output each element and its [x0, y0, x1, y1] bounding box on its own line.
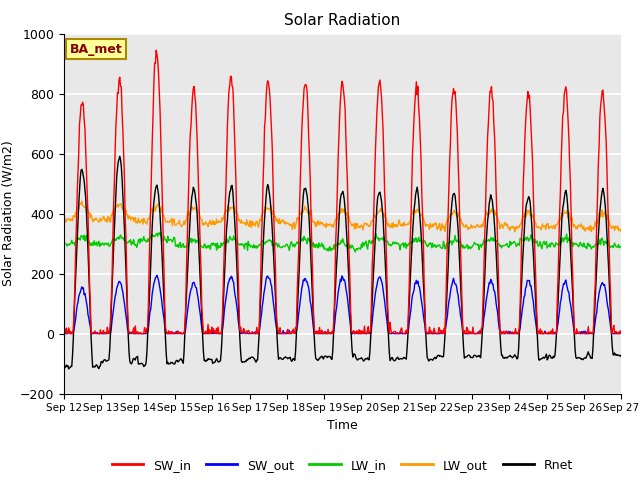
LW_out	[428, 224, 435, 229]
SW_out	[60, 330, 68, 336]
Line: LW_out: LW_out	[64, 201, 621, 232]
SW_out	[186, 294, 193, 300]
SW_out	[428, 329, 436, 335]
LW_out	[588, 229, 595, 235]
LW_in	[60, 240, 68, 246]
SW_out	[61, 331, 68, 336]
Y-axis label: Solar Radiation (W/m2): Solar Radiation (W/m2)	[1, 141, 14, 287]
SW_in	[617, 330, 625, 336]
LW_out	[617, 228, 625, 234]
Rnet	[412, 192, 419, 198]
Rnet	[186, 228, 193, 234]
LW_in	[185, 241, 193, 247]
Line: Rnet: Rnet	[64, 156, 621, 369]
Text: BA_met: BA_met	[70, 43, 122, 56]
LW_out	[411, 207, 419, 213]
Rnet	[71, 293, 79, 299]
LW_out	[60, 216, 68, 222]
LW_out	[70, 214, 78, 219]
SW_out	[617, 328, 625, 334]
Rnet	[60, 365, 68, 371]
SW_out	[71, 322, 79, 327]
LW_in	[214, 245, 222, 251]
SW_in	[428, 331, 436, 336]
LW_in	[428, 245, 436, 251]
SW_in	[186, 153, 193, 158]
SW_in	[71, 283, 79, 288]
SW_in	[412, 90, 419, 96]
SW_out	[128, 330, 136, 336]
Legend: SW_in, SW_out, LW_in, LW_out, Rnet: SW_in, SW_out, LW_in, LW_out, Rnet	[107, 454, 578, 477]
LW_in	[617, 244, 625, 250]
SW_in	[61, 331, 68, 336]
SW_out	[215, 331, 223, 336]
Rnet	[617, 353, 625, 359]
LW_out	[185, 213, 193, 218]
Rnet	[116, 153, 124, 159]
SW_in	[60, 329, 68, 335]
Line: SW_out: SW_out	[64, 276, 621, 334]
LW_out	[78, 198, 86, 204]
Rnet	[129, 357, 137, 362]
LW_out	[128, 216, 136, 221]
LW_in	[70, 240, 78, 246]
SW_in	[152, 48, 160, 53]
LW_in	[351, 249, 359, 255]
X-axis label: Time: Time	[327, 419, 358, 432]
Line: LW_in: LW_in	[64, 233, 621, 252]
Rnet	[215, 359, 223, 365]
SW_out	[153, 273, 161, 278]
LW_in	[127, 242, 135, 248]
LW_out	[214, 219, 222, 225]
Rnet	[428, 357, 436, 362]
SW_in	[215, 331, 223, 336]
LW_in	[157, 230, 164, 236]
LW_in	[412, 235, 419, 241]
SW_in	[128, 330, 136, 336]
Line: SW_in: SW_in	[64, 50, 621, 334]
Rnet	[65, 366, 72, 372]
Title: Solar Radiation: Solar Radiation	[284, 13, 401, 28]
SW_out	[412, 280, 419, 286]
